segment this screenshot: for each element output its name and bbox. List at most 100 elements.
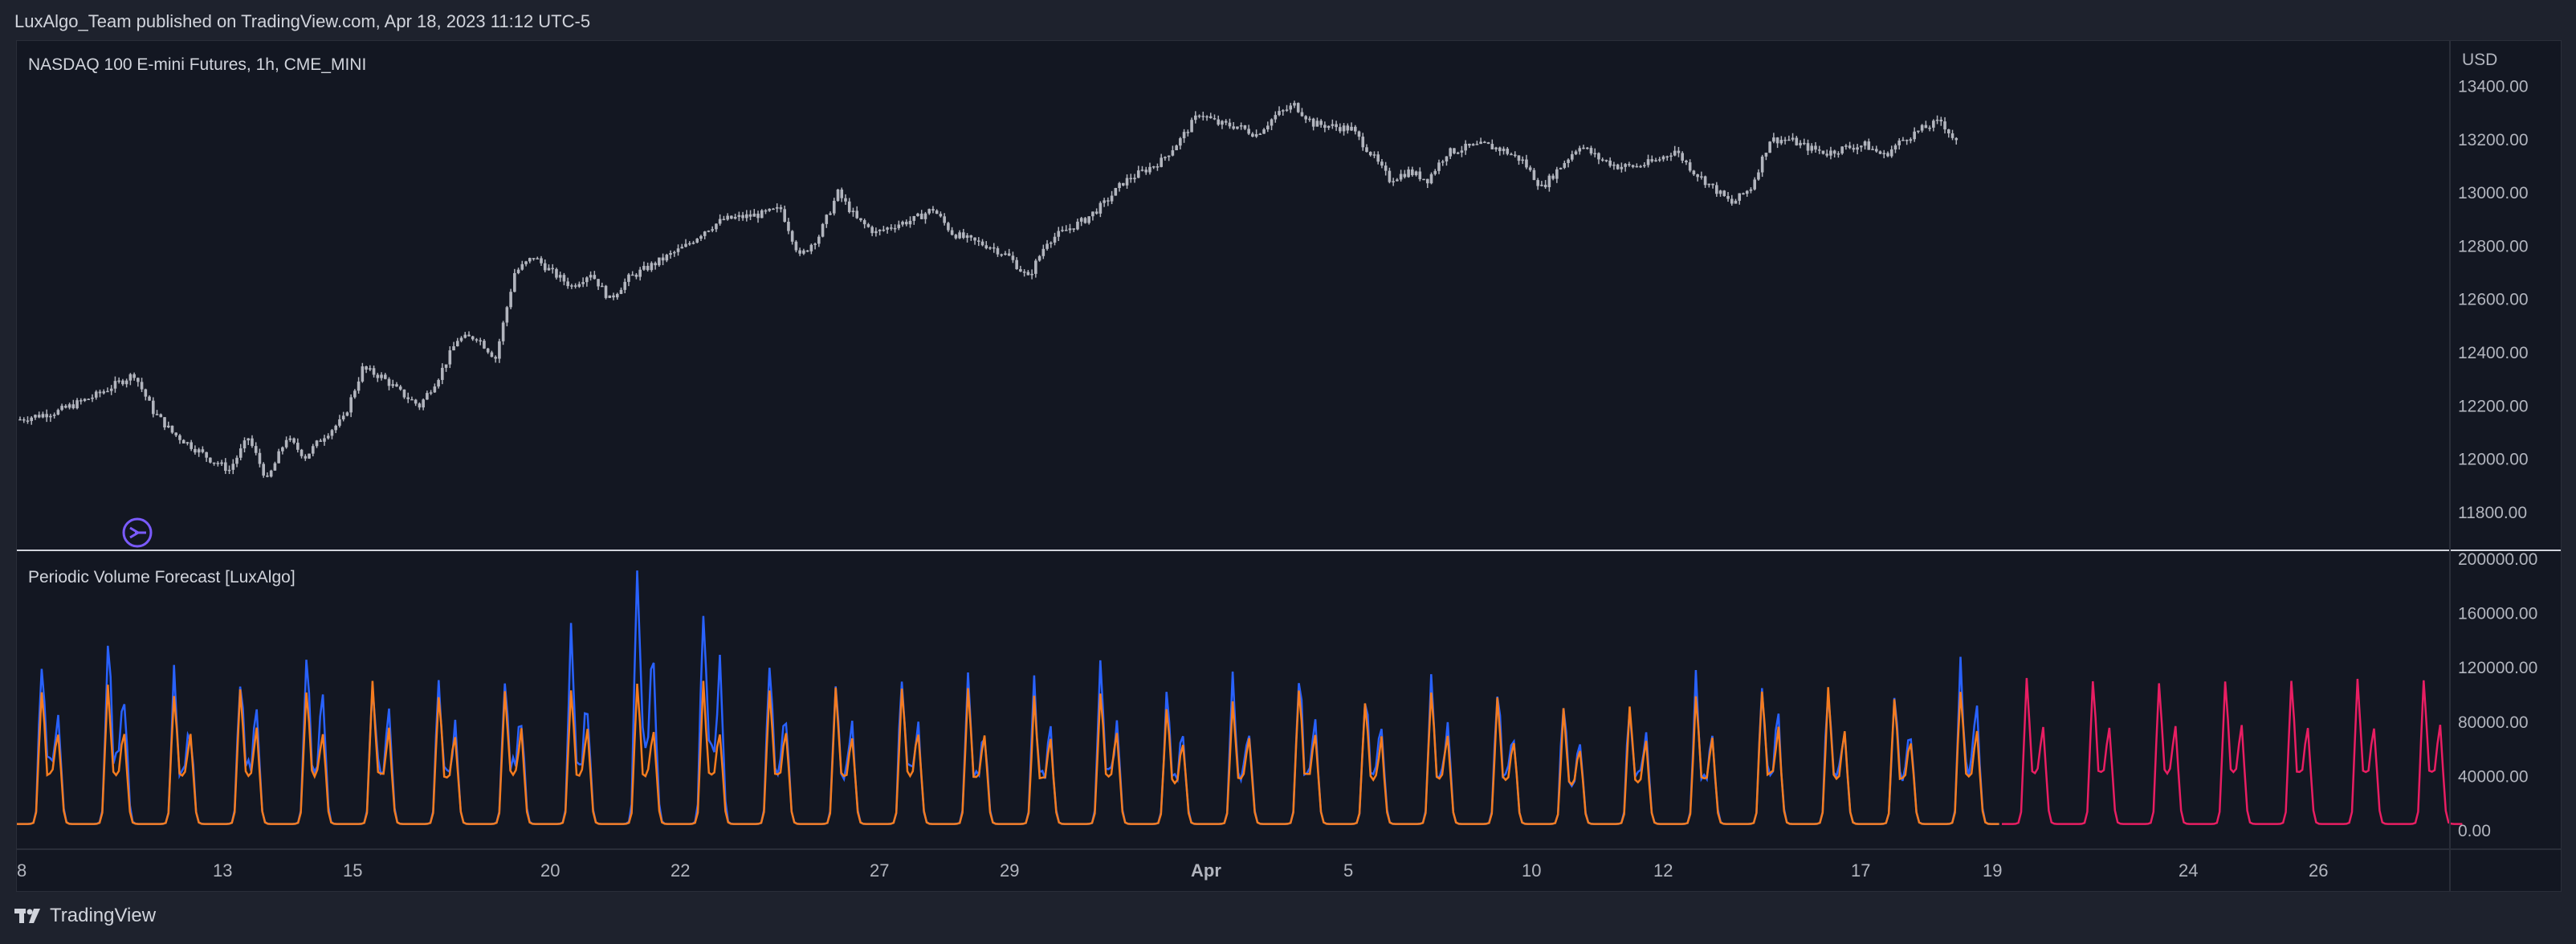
price-candle-body: [927, 209, 931, 214]
price-candle-body: [1775, 137, 1779, 144]
price-candle-body: [121, 380, 124, 385]
price-candle-body: [174, 432, 178, 435]
price-candle-body: [383, 374, 387, 379]
time-axis[interactable]: 8 13 15 20 22 27 29 Apr 5 10 12 17 19 24 26: [17, 860, 2328, 881]
price-candle-body: [1825, 153, 1828, 156]
price-candle-body: [414, 399, 418, 404]
price-candle-body: [1357, 131, 1361, 137]
price-candle-body: [1342, 125, 1346, 132]
price-candle-body: [71, 404, 75, 409]
price-candle-body: [825, 215, 829, 224]
price-candle-body: [893, 227, 897, 230]
price-candle-body: [490, 352, 494, 358]
price-candle-body: [730, 215, 733, 219]
price-candle-body: [1000, 254, 1004, 256]
price-candle-body: [1449, 148, 1453, 157]
price-candle-body: [1045, 243, 1049, 249]
price-candle-body: [1034, 260, 1037, 274]
price-candle-body: [1129, 178, 1133, 180]
event-marker-icon[interactable]: [122, 517, 153, 548]
price-candle-body: [1064, 230, 1068, 231]
price-candle-body: [49, 415, 52, 418]
price-candle-body: [1486, 142, 1490, 145]
price-candle-body: [832, 200, 836, 214]
price-candle-body: [159, 414, 163, 418]
price-candle-body: [836, 189, 840, 201]
price-candle-body: [1380, 161, 1384, 166]
price-candle-body: [851, 210, 855, 213]
price-candle-body: [619, 289, 623, 294]
price-candle-body: [1213, 118, 1217, 120]
price-candle-body: [1498, 147, 1502, 152]
price-candle-body: [1037, 255, 1041, 261]
price-candle-body: [516, 269, 520, 273]
price-candle-body: [1251, 133, 1254, 137]
price-candle-body: [745, 214, 748, 219]
price-candle-body: [1650, 159, 1654, 161]
chart-canvas[interactable]: NASDAQ 100 E-mini Futures, 1h, CME_MINI …: [17, 41, 2561, 891]
price-candle-body: [1806, 143, 1810, 151]
volume-tick-label: 80000.00: [2458, 713, 2529, 732]
price-candle-body: [1057, 231, 1061, 237]
price-candle-body: [597, 279, 600, 287]
price-candle-body: [1022, 271, 1026, 273]
price-candle-body: [26, 420, 30, 422]
price-candle-body: [733, 216, 737, 219]
price-candle-body: [22, 419, 26, 421]
price-candle-body: [1715, 185, 1718, 194]
price-candle-body: [627, 274, 630, 282]
price-candle-body: [1175, 145, 1178, 151]
price-candle-body: [935, 210, 939, 215]
price-candle-body: [829, 213, 832, 215]
price-candle-body: [1661, 156, 1665, 160]
price-pane[interactable]: NASDAQ 100 E-mini Futures, 1h, CME_MINI …: [18, 51, 2529, 548]
price-candle-body: [1365, 147, 1368, 153]
price-candle-body: [718, 219, 722, 224]
price-candle-body: [1107, 200, 1110, 202]
price-candle-body: [558, 275, 562, 278]
price-axis[interactable]: USD 13400.00 13200.00 13000.00 12800.00 1260…: [2458, 51, 2529, 522]
price-candle-body: [448, 350, 452, 365]
price-candle-body: [1278, 111, 1281, 116]
price-candle-body: [1540, 184, 1543, 186]
price-candle-body: [471, 336, 475, 340]
price-candle-body: [1863, 141, 1867, 146]
footer-brand[interactable]: TradingView: [14, 905, 156, 927]
price-candle-body: [684, 243, 687, 247]
price-candle-body: [273, 463, 277, 471]
price-candle-body: [1221, 121, 1224, 125]
price-candle-body: [764, 210, 768, 212]
price-candle-body: [79, 400, 83, 402]
volume-axis[interactable]: 200000.00 160000.00 120000.00 80000.00 40000…: [2458, 550, 2537, 840]
price-candle-body: [566, 281, 569, 287]
price-candle-body: [197, 449, 201, 453]
price-candle-body: [1935, 119, 1939, 121]
price-candle-body: [768, 208, 772, 211]
price-candle-body: [695, 239, 699, 243]
price-candle-body: [1874, 149, 1878, 152]
price-candle-body: [216, 463, 220, 464]
price-candle-body: [227, 469, 231, 472]
price-candle-body: [1893, 145, 1897, 149]
price-candle-body: [323, 438, 326, 442]
price-candle-body: [1422, 178, 1425, 181]
price-candle-body: [1068, 228, 1072, 231]
price-candle-body: [262, 464, 265, 476]
price-candle-body: [1414, 171, 1418, 176]
price-candle-body: [1429, 174, 1433, 184]
volume-tick-label: 120000.00: [2458, 659, 2537, 677]
price-candle-body: [128, 374, 132, 381]
price-candle-body: [1521, 159, 1525, 161]
price-candle-body: [1209, 116, 1213, 119]
price-candle-body: [612, 295, 615, 298]
price-candle-body: [737, 215, 741, 217]
price-candle-body: [969, 235, 973, 238]
price-candle-body: [1205, 116, 1209, 118]
volume-pane[interactable]: Periodic Volume Forecast [LuxAlgo] 20000…: [17, 550, 2537, 840]
price-tick-label: 11800.00: [2458, 504, 2527, 522]
price-candle-body: [387, 378, 391, 386]
price-candle-body: [862, 220, 866, 225]
chart-frame[interactable]: NASDAQ 100 E-mini Futures, 1h, CME_MINI …: [16, 40, 2562, 892]
price-candle-body: [1696, 174, 1699, 178]
price-candle-body: [1456, 152, 1460, 154]
